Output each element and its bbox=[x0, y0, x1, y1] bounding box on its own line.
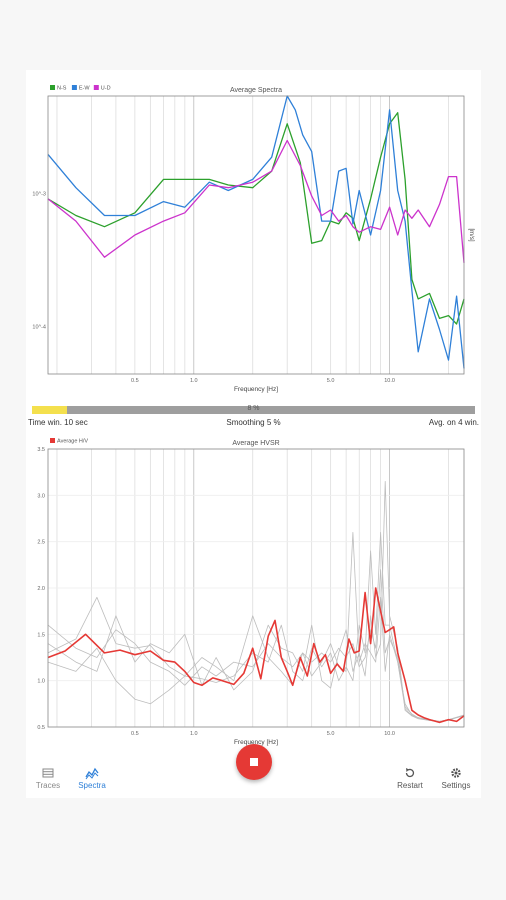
y-tick-label: 3.0 bbox=[37, 493, 45, 499]
nav-settings-label: Settings bbox=[441, 781, 471, 790]
nav-traces[interactable]: Traces bbox=[26, 766, 70, 790]
average-hvsr-chart: Average HVSR 0.5 1.0 1.5 2.0 2.5 3.0 3.5 0.5 1.0 5… bbox=[37, 438, 465, 746]
legend-swatch bbox=[71, 85, 77, 90]
y-axis-label: [m/s] bbox=[468, 229, 474, 242]
legend-label: U-D bbox=[101, 86, 111, 92]
y-tick-label: 10^-4 bbox=[32, 325, 46, 331]
chart-title: Average HVSR bbox=[232, 440, 279, 447]
stop-icon bbox=[250, 758, 258, 766]
y-tick-label: 2.5 bbox=[37, 540, 45, 546]
x-tick-label: 5.0 bbox=[327, 731, 335, 737]
time-window-label: Time win. 10 sec bbox=[28, 418, 88, 427]
traces-icon bbox=[42, 768, 54, 778]
progress-label: 8 % bbox=[247, 405, 260, 412]
nav-restart-label: Restart bbox=[397, 781, 423, 790]
y-tick-label: 3.5 bbox=[37, 447, 45, 453]
legend-swatch bbox=[93, 85, 99, 90]
x-tick-label: 0.5 bbox=[131, 731, 139, 737]
settings-gear-icon bbox=[451, 768, 461, 778]
main-card: Average Spectra 10^-3 10^-4 0.5 1.0 5.0 10.0 Fr… bbox=[26, 70, 481, 798]
y-tick-label: 0.5 bbox=[37, 725, 45, 731]
legend-label: N-S bbox=[57, 86, 67, 92]
progress-bar: 8 % bbox=[32, 405, 475, 414]
series-line-u-d bbox=[47, 139, 465, 263]
chart-title: Average Spectra bbox=[230, 87, 282, 94]
legend-label: Average H/V bbox=[57, 439, 88, 445]
nav-settings[interactable]: Settings bbox=[434, 766, 478, 790]
y-tick-label: 10^-3 bbox=[32, 191, 46, 197]
nav-restart[interactable]: Restart bbox=[388, 766, 432, 790]
x-axis-label: Frequency [Hz] bbox=[234, 739, 278, 746]
smoothing-label: Smoothing 5 % bbox=[226, 418, 281, 427]
series-line-average-h-v bbox=[47, 587, 465, 724]
y-tick-label: 1.0 bbox=[37, 679, 45, 685]
nav-traces-label: Traces bbox=[35, 781, 61, 790]
x-tick-label: 10.0 bbox=[384, 378, 395, 384]
y-tick-label: 2.0 bbox=[37, 586, 45, 592]
y-tick-label: 1.5 bbox=[37, 632, 45, 638]
stop-button[interactable] bbox=[236, 744, 272, 780]
x-tick-label: 5.0 bbox=[327, 378, 335, 384]
x-tick-label: 0.5 bbox=[131, 378, 139, 384]
legend-swatch bbox=[50, 438, 55, 443]
window-hvsr-line bbox=[47, 569, 465, 722]
series-line-n-s bbox=[47, 112, 465, 325]
legend-swatch bbox=[50, 85, 55, 90]
averaging-label: Avg. on 4 win. bbox=[428, 418, 479, 427]
window-hvsr-line bbox=[47, 532, 465, 722]
window-hvsr-line bbox=[47, 532, 465, 722]
average-spectra-chart: Average Spectra 10^-3 10^-4 0.5 1.0 5.0 10.0 Fr… bbox=[32, 85, 474, 393]
status-row: Time win. 10 sec Smoothing 5 % Avg. on 4… bbox=[26, 418, 481, 430]
nav-spectra-label: Spectra bbox=[78, 781, 106, 790]
nav-spectra[interactable]: Spectra bbox=[70, 766, 114, 790]
x-tick-label: 1.0 bbox=[190, 731, 198, 737]
spectra-icon bbox=[85, 767, 99, 780]
plot-area-frame bbox=[47, 448, 465, 728]
x-tick-label: 1.0 bbox=[190, 378, 198, 384]
restart-icon bbox=[405, 768, 415, 778]
series-line-e-w bbox=[47, 95, 465, 369]
plot-area-frame bbox=[47, 95, 465, 375]
progress-fill bbox=[32, 406, 68, 414]
window-hvsr-line bbox=[47, 481, 465, 722]
legend-label: E-W bbox=[79, 86, 91, 92]
x-tick-label: 10.0 bbox=[384, 731, 395, 737]
x-axis-label: Frequency [Hz] bbox=[234, 386, 278, 393]
